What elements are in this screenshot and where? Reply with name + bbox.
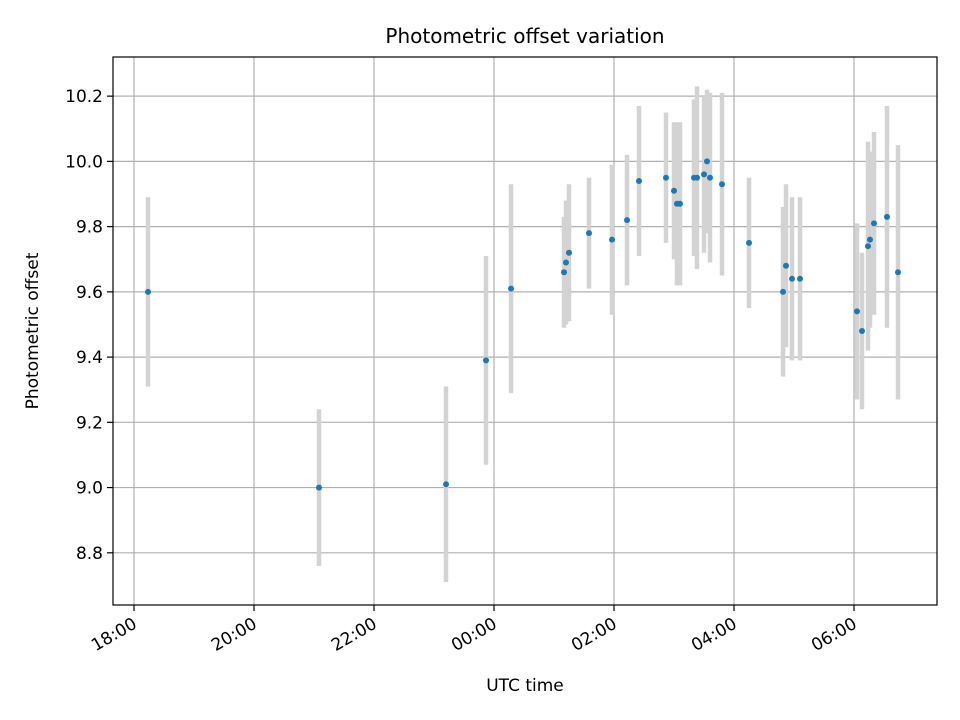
x-axis-label: UTC time bbox=[486, 676, 564, 696]
data-point bbox=[789, 275, 795, 282]
data-point bbox=[854, 308, 860, 315]
y-tick-label: 9.0 bbox=[76, 479, 103, 499]
data-point bbox=[508, 285, 514, 292]
data-point bbox=[561, 269, 567, 276]
data-point bbox=[780, 288, 786, 295]
y-tick-label: 9.4 bbox=[76, 348, 103, 368]
data-point bbox=[663, 174, 669, 181]
data-point bbox=[586, 230, 592, 237]
data-point bbox=[677, 200, 683, 207]
y-axis-ticks: 8.8 9.0 9.2 9.4 9.6 9.8 10.0 10.2 bbox=[65, 87, 113, 564]
data-point bbox=[704, 158, 710, 165]
data-point bbox=[443, 481, 449, 488]
data-point bbox=[145, 288, 151, 295]
y-axis-label: Photometric offset bbox=[23, 252, 43, 409]
data-points bbox=[145, 158, 901, 491]
y-tick-label: 9.6 bbox=[76, 283, 103, 303]
data-point bbox=[701, 171, 707, 178]
data-point bbox=[871, 220, 877, 227]
data-point bbox=[859, 328, 865, 334]
data-point bbox=[884, 213, 890, 220]
data-point bbox=[636, 177, 642, 184]
data-point bbox=[707, 174, 713, 181]
data-point bbox=[865, 243, 871, 250]
chart-title: Photometric offset variation bbox=[385, 24, 664, 48]
data-point bbox=[566, 249, 572, 256]
y-tick-label: 10.0 bbox=[65, 152, 103, 172]
data-point bbox=[719, 181, 725, 188]
data-point bbox=[609, 236, 615, 243]
y-tick-label: 10.2 bbox=[65, 87, 103, 107]
data-point bbox=[563, 259, 569, 266]
data-point bbox=[797, 275, 803, 282]
plot-frame bbox=[112, 56, 938, 606]
data-point bbox=[867, 236, 873, 243]
data-point bbox=[746, 239, 752, 246]
data-point bbox=[694, 174, 700, 181]
data-point bbox=[783, 262, 789, 269]
data-point bbox=[671, 187, 677, 194]
y-tick-label: 9.8 bbox=[76, 218, 103, 238]
y-tick-label: 8.8 bbox=[76, 544, 103, 564]
data-point bbox=[895, 269, 901, 276]
data-point bbox=[316, 484, 322, 491]
y-tick-label: 9.2 bbox=[76, 413, 103, 433]
data-point bbox=[624, 217, 630, 224]
data-point bbox=[483, 357, 489, 364]
